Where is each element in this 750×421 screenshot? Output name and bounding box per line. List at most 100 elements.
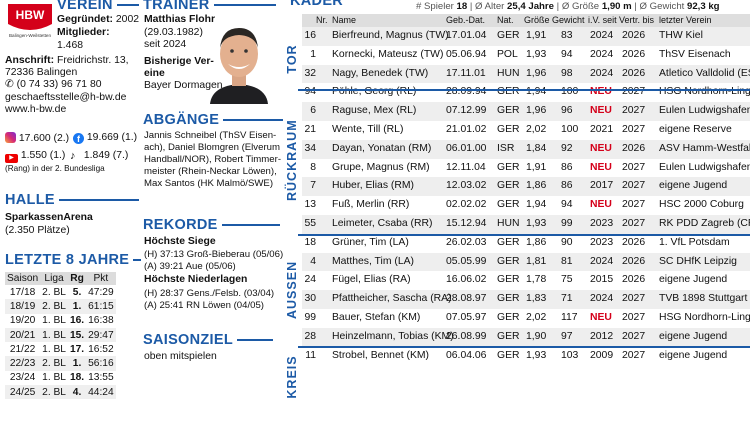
player-vb: 2027 xyxy=(622,349,646,361)
player-nr: 24 xyxy=(304,274,316,286)
seasons-cell: 16. xyxy=(69,315,85,327)
player-gr: 1,78 xyxy=(526,274,547,286)
col-nat: Nat. xyxy=(497,15,514,25)
player-lv: eigene Jugend xyxy=(659,274,728,286)
trainer-born: (29.03.1982) xyxy=(144,27,203,38)
rekorde-heading: REKORDE xyxy=(143,217,280,233)
player-gw: 100 xyxy=(561,86,579,98)
player-lv: HSC 2000 Coburg xyxy=(659,199,744,211)
seasons-cell: 29:47 xyxy=(86,327,116,343)
player-gw: 100 xyxy=(561,124,579,135)
player-row: 94 Pöhle, Georg (RL) 28.09.94 GER 1,94 100 NEU… xyxy=(302,83,750,102)
player-nat: GER xyxy=(497,180,520,192)
player-gw: 83 xyxy=(561,30,573,41)
player-gw: 96 xyxy=(561,105,573,117)
mitglieder-value: 1.468 xyxy=(57,40,84,51)
player-nr: 13 xyxy=(304,199,316,211)
player-gw: 98 xyxy=(561,67,573,79)
player-vb: 2026 xyxy=(622,236,646,248)
player-iv: NEU xyxy=(590,312,612,323)
player-gw: 90 xyxy=(561,236,573,248)
player-name: Leimeter, Csaba (RR) xyxy=(332,218,433,229)
rueckraum-separator xyxy=(298,234,750,236)
player-nat: GER xyxy=(497,105,520,117)
player-lv: 1. VfL Potsdam xyxy=(659,236,730,248)
player-gw: 99 xyxy=(561,218,573,229)
halle-heading: HALLE xyxy=(5,192,139,208)
player-row: 28 Heinzelmann, Tobias (KM) 26.08.99 GER 1,9… xyxy=(302,327,750,347)
player-nr: 21 xyxy=(304,124,316,135)
player-vb: 2026 xyxy=(622,48,646,60)
player-iv: 2024 xyxy=(590,48,614,60)
trainer-prev-label: Bisherige Ver- xyxy=(144,56,214,67)
player-iv: 2015 xyxy=(590,274,614,286)
player-lv: HSG Nordhorn-Lingen xyxy=(659,312,750,323)
niederlagen-label: Höchste Niederlagen xyxy=(144,274,248,285)
seasons-cell: 1. BL xyxy=(42,372,66,384)
abgaenge-line: ach), Daniel Blomgren (Elverum xyxy=(144,142,280,153)
player-iv: NEU xyxy=(590,142,612,154)
player-name: Huber, Elias (RM) xyxy=(332,180,414,192)
player-nat: GER xyxy=(497,86,520,98)
seasons-cell: 23/24 xyxy=(9,372,36,384)
seasons-cell: 2. BL xyxy=(40,356,68,371)
seasons-cell: 2. BL xyxy=(40,299,68,314)
player-vb: 2026 xyxy=(622,255,646,267)
player-vb: 2027 xyxy=(622,124,646,135)
player-nat: GER xyxy=(497,124,520,135)
niederlagen-line: (H) 28:37 Gens./Felsb. (03/04) xyxy=(144,288,275,299)
gegruendet: Gegründet: 2002 xyxy=(57,14,140,25)
player-nr: 1 xyxy=(310,48,316,60)
aussen-separator xyxy=(298,346,750,348)
abgaenge-line: Handball/NOR), Robert Timmer- xyxy=(144,154,282,165)
abgaenge-line: Jannis Schneibel (ThSV Eisen- xyxy=(144,130,277,141)
seasons-cell: 1. BL xyxy=(42,315,66,327)
seasons-cell: 1. BL xyxy=(40,327,68,343)
player-nat: HUN xyxy=(497,218,520,229)
player-vb: 2027 xyxy=(622,293,646,305)
email-link[interactable]: geschaeftsstelle@h-bw.de xyxy=(5,92,127,103)
facebook-icon: f xyxy=(73,133,84,144)
player-gr: 1,90 xyxy=(526,330,547,342)
player-gr: 2,02 xyxy=(526,312,547,323)
player-name: Wente, Till (RL) xyxy=(332,124,404,135)
siege-line: (A) 39:21 Aue (05/06) xyxy=(144,261,236,272)
seasons-col-header: Rg xyxy=(67,272,87,285)
siege-line: (H) 37:13 Groß-Bieberau (05/06) xyxy=(144,249,284,260)
player-nr: 16 xyxy=(304,30,316,41)
kader-summary: # Spieler 18 | Ø Alter 25,4 Jahre | Ø Gr… xyxy=(416,1,720,12)
player-iv: 2017 xyxy=(590,180,614,192)
player-gr: 1,91 xyxy=(526,161,547,173)
player-gw: 86 xyxy=(561,180,573,192)
seasons-cell: 1. xyxy=(67,356,87,371)
col-gewicht: Gewicht xyxy=(552,15,585,25)
player-gr: 2,02 xyxy=(526,124,547,135)
col-nr: Nr. xyxy=(316,15,328,25)
seasons-row: 22/23 2. BL 1. 56:16 xyxy=(5,356,116,371)
player-row: 11 Strobel, Bennet (KM) 06.04.06 GER 1,93 103… xyxy=(302,347,750,366)
player-geb: 12.11.04 xyxy=(446,161,486,173)
trainer-prev-club: Bayer Dormagen xyxy=(144,80,223,91)
player-gr: 1,93 xyxy=(526,48,547,60)
seasons-cell: 56:16 xyxy=(86,356,116,371)
club-logo: HBW Balingen-Weilstetten xyxy=(4,2,56,40)
player-iv: 2021 xyxy=(590,124,614,135)
seasons-cell: 18/19 xyxy=(5,299,41,314)
player-nr: 99 xyxy=(304,312,316,323)
seasons-col-header: Liga xyxy=(40,272,68,285)
seasons-row: 24/25 2. BL 4. 44:24 xyxy=(5,385,116,400)
player-row: 34 Dayan, Yonatan (RM) 06.01.00 ISR 1,84 92 NE… xyxy=(302,139,750,159)
tiktok-stat: ♪ 1.849 (7.) xyxy=(70,150,129,162)
player-row: 16 Bierfreund, Magnus (TW) 17.01.04 GER 1,91… xyxy=(302,27,750,46)
player-row: 4 Matthes, Tim (LA) 05.05.99 GER 1,81 81 2024 2… xyxy=(302,252,750,272)
col-vertr: Vertr. bis xyxy=(619,15,655,25)
player-vb: 2027 xyxy=(622,105,646,117)
player-gr: 1,96 xyxy=(526,105,547,117)
trainer-photo xyxy=(208,16,270,104)
kader-header-row: Nr. Name Geb.-Dat. Nat. Größe Gewicht i.… xyxy=(302,14,750,27)
player-nr: 11 xyxy=(305,349,316,361)
anschrift: Anschrift: Freidrichstr. 13, xyxy=(5,55,129,66)
web-link[interactable]: www.h-bw.de xyxy=(5,104,67,115)
player-name: Pöhle, Georg (RL) xyxy=(332,86,417,98)
player-lv: RK PDD Zagreb (CRO) xyxy=(659,218,750,229)
